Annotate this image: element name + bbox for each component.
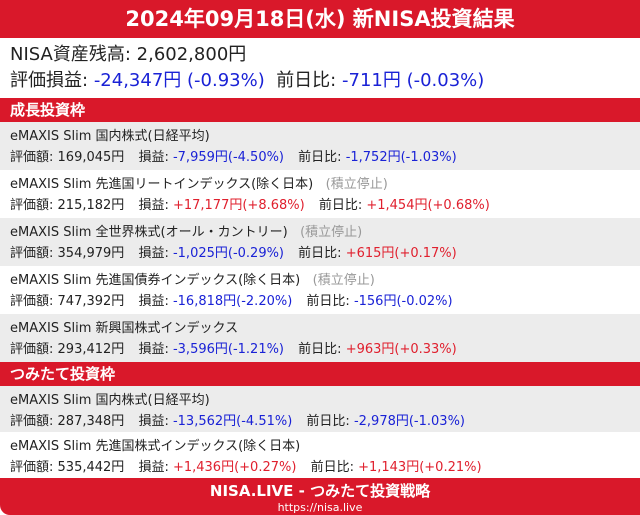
fund-name: eMAXIS Slim 先進国リートインデックス(除く日本) [10, 177, 314, 192]
value-label: 評価額: [10, 342, 54, 357]
value-label: 評価額: [10, 294, 54, 309]
fund-day: +963円(+0.33%) [345, 342, 457, 357]
pl-label: 評価損益: [10, 70, 89, 91]
section-header: 成長投資枠 [0, 98, 640, 122]
day-label: 前日比: [298, 342, 342, 357]
fund-row: eMAXIS Slim 先進国債券インデックス(除く日本) (積立停止) 評価額… [0, 266, 640, 314]
fund-pl: -7,959円(-4.50%) [172, 150, 285, 165]
fund-row: eMAXIS Slim 国内株式(日経平均) 評価額: 169,045円 損益:… [0, 122, 640, 170]
fund-name: eMAXIS Slim 先進国株式インデックス(除く日本) [10, 439, 301, 454]
pl-label: 損益: [138, 150, 169, 165]
fund-pl: +17,177円(+8.68%) [172, 198, 305, 213]
fund-pl: +1,436円(+0.27%) [172, 460, 297, 475]
fund-day: +615円(+0.17%) [345, 246, 457, 261]
value-label: 評価額: [10, 150, 54, 165]
fund-value: 747,392円 [57, 294, 125, 309]
value-label: 評価額: [10, 460, 54, 475]
value-label: 評価額: [10, 198, 54, 213]
pl-label: 損益: [138, 294, 169, 309]
fund-name: eMAXIS Slim 全世界株式(オール・カントリー) [10, 225, 288, 240]
pl-label: 損益: [138, 460, 169, 475]
balance-value: 2,602,800円 [136, 44, 247, 65]
footer: NISA.LIVE - つみたて投資戦略 https://nisa.live [0, 478, 640, 515]
day-label: 前日比: [306, 294, 350, 309]
pl-label: 損益: [138, 414, 169, 429]
fund-day: +1,143円(+0.21%) [358, 460, 482, 475]
day-label: 前日比: [276, 70, 337, 91]
footer-brand: NISA.LIVE - つみたて投資戦略 [209, 482, 431, 500]
fund-day: -2,978円(-1.03%) [353, 414, 465, 429]
fund-row: eMAXIS Slim 国内株式(日経平均) 評価額: 287,348円 損益:… [0, 386, 640, 432]
footer-url[interactable]: https://nisa.live [277, 501, 363, 514]
fund-value: 354,979円 [57, 246, 125, 261]
fund-day: -156円(-0.02%) [353, 294, 453, 309]
fund-list: 成長投資枠 eMAXIS Slim 国内株式(日経平均) 評価額: 169,04… [0, 98, 640, 478]
summary: NISA資産残高: 2,602,800円 評価損益: -24,347円 (-0.… [0, 38, 640, 98]
fund-pl: -16,818円(-2.20%) [172, 294, 293, 309]
fund-name: eMAXIS Slim 新興国株式インデックス [10, 321, 239, 336]
fund-row: eMAXIS Slim 先進国リートインデックス(除く日本) (積立停止) 評価… [0, 170, 640, 218]
pl-label: 損益: [138, 198, 169, 213]
balance-label: NISA資産残高: [10, 44, 131, 65]
fund-note: (積立停止) [300, 225, 363, 240]
fund-row: eMAXIS Slim 全世界株式(オール・カントリー) (積立停止) 評価額:… [0, 218, 640, 266]
day-label: 前日比: [310, 460, 354, 475]
fund-pl: -13,562円(-4.51%) [172, 414, 293, 429]
day-value: -711円 (-0.03%) [342, 70, 485, 91]
fund-value: 215,182円 [57, 198, 125, 213]
fund-day: -1,752円(-1.03%) [345, 150, 457, 165]
day-label: 前日比: [306, 414, 350, 429]
day-label: 前日比: [298, 150, 342, 165]
fund-value: 535,442円 [57, 460, 125, 475]
fund-day: +1,454円(+0.68%) [366, 198, 490, 213]
page-title: 2024年09月18日(水) 新NISA投資結果 [0, 0, 640, 38]
day-label: 前日比: [298, 246, 342, 261]
fund-value: 169,045円 [57, 150, 125, 165]
day-label: 前日比: [318, 198, 363, 213]
fund-note: (積立停止) [312, 273, 375, 288]
fund-name: eMAXIS Slim 国内株式(日経平均) [10, 129, 210, 144]
value-label: 評価額: [10, 246, 54, 261]
pl-label: 損益: [138, 246, 169, 261]
fund-name: eMAXIS Slim 国内株式(日経平均) [10, 393, 210, 408]
fund-pl: -1,025円(-0.29%) [172, 246, 285, 261]
value-label: 評価額: [10, 414, 54, 429]
fund-row: eMAXIS Slim 新興国株式インデックス 評価額: 293,412円 損益… [0, 314, 640, 362]
section-header: つみたて投資枠 [0, 362, 640, 386]
fund-note: (積立停止) [325, 177, 388, 192]
fund-value: 287,348円 [57, 414, 125, 429]
fund-row: eMAXIS Slim 先進国株式インデックス(除く日本) 評価額: 535,4… [0, 432, 640, 478]
fund-name: eMAXIS Slim 先進国債券インデックス(除く日本) [10, 273, 301, 288]
fund-pl: -3,596円(-1.21%) [172, 342, 285, 357]
pl-label: 損益: [138, 342, 169, 357]
fund-value: 293,412円 [57, 342, 125, 357]
pl-value: -24,347円 (-0.93%) [93, 70, 265, 91]
